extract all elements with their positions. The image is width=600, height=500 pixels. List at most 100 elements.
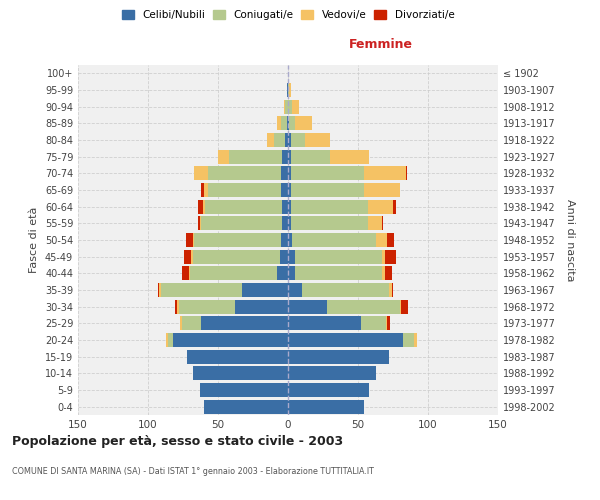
Bar xyxy=(388,316,390,330)
Bar xyxy=(292,100,299,114)
Bar xyxy=(281,183,288,197)
Bar xyxy=(161,283,242,297)
Bar xyxy=(242,283,288,297)
Bar xyxy=(288,233,292,247)
Bar xyxy=(330,150,369,164)
Bar xyxy=(292,233,376,247)
Bar xyxy=(364,183,400,197)
Bar xyxy=(382,250,385,264)
Bar xyxy=(288,250,295,264)
Bar xyxy=(194,233,281,247)
Bar xyxy=(288,266,295,280)
Bar xyxy=(288,100,292,114)
Bar xyxy=(288,366,376,380)
Bar xyxy=(414,333,417,347)
Legend: Celibi/Nubili, Coniugati/e, Vedovi/e, Divorziati/e: Celibi/Nubili, Coniugati/e, Vedovi/e, Di… xyxy=(122,10,454,20)
Bar xyxy=(285,100,288,114)
Bar xyxy=(291,166,364,180)
Bar xyxy=(199,216,200,230)
Bar xyxy=(204,183,208,197)
Bar xyxy=(205,200,283,214)
Bar xyxy=(392,283,393,297)
Bar xyxy=(193,233,194,247)
Bar xyxy=(288,166,291,180)
Bar xyxy=(229,150,283,164)
Bar xyxy=(173,333,288,347)
Bar xyxy=(274,133,285,147)
Bar xyxy=(288,316,361,330)
Y-axis label: Anni di nascita: Anni di nascita xyxy=(565,198,575,281)
Bar xyxy=(288,350,389,364)
Bar xyxy=(285,133,288,147)
Bar xyxy=(180,316,182,330)
Bar xyxy=(288,216,291,230)
Bar xyxy=(288,333,403,347)
Bar xyxy=(291,150,330,164)
Bar xyxy=(166,333,167,347)
Bar xyxy=(295,250,382,264)
Bar xyxy=(289,83,291,97)
Bar xyxy=(382,266,385,280)
Bar xyxy=(191,250,193,264)
Bar xyxy=(295,266,382,280)
Bar xyxy=(193,366,288,380)
Bar xyxy=(385,266,392,280)
Text: Femmine: Femmine xyxy=(349,38,412,51)
Bar xyxy=(200,216,201,230)
Bar xyxy=(194,166,208,180)
Bar xyxy=(401,300,409,314)
Bar xyxy=(280,250,288,264)
Bar xyxy=(386,316,388,330)
Bar xyxy=(288,83,289,97)
Bar xyxy=(368,200,393,214)
Bar xyxy=(295,116,312,130)
Bar xyxy=(305,133,330,147)
Bar xyxy=(187,350,288,364)
Bar xyxy=(288,300,327,314)
Bar xyxy=(281,166,288,180)
Bar xyxy=(368,216,382,230)
Bar xyxy=(400,300,401,314)
Bar xyxy=(288,383,369,397)
Bar xyxy=(288,116,289,130)
Bar xyxy=(178,300,179,314)
Bar xyxy=(403,333,414,347)
Bar xyxy=(364,166,406,180)
Bar xyxy=(393,200,396,214)
Bar xyxy=(267,133,274,147)
Bar xyxy=(188,266,190,280)
Bar xyxy=(201,183,204,197)
Bar xyxy=(201,316,288,330)
Bar xyxy=(200,383,288,397)
Bar xyxy=(199,200,203,214)
Bar xyxy=(208,183,281,197)
Bar xyxy=(186,233,193,247)
Bar xyxy=(281,233,288,247)
Bar xyxy=(208,166,281,180)
Bar xyxy=(289,116,295,130)
Bar xyxy=(327,300,400,314)
Bar xyxy=(193,250,280,264)
Bar xyxy=(288,183,291,197)
Bar xyxy=(277,266,288,280)
Bar xyxy=(288,133,291,147)
Bar xyxy=(167,333,173,347)
Bar xyxy=(288,150,291,164)
Bar xyxy=(182,266,188,280)
Bar xyxy=(184,250,191,264)
Bar xyxy=(158,283,159,297)
Bar xyxy=(388,233,394,247)
Bar xyxy=(287,116,288,130)
Bar xyxy=(288,283,302,297)
Bar xyxy=(361,316,386,330)
Bar xyxy=(182,316,201,330)
Bar xyxy=(287,83,288,97)
Bar xyxy=(389,283,392,297)
Bar xyxy=(288,200,291,214)
Text: Popolazione per età, sesso e stato civile - 2003: Popolazione per età, sesso e stato civil… xyxy=(12,435,343,448)
Bar xyxy=(291,216,368,230)
Bar xyxy=(175,300,178,314)
Bar xyxy=(284,100,285,114)
Bar xyxy=(190,266,277,280)
Bar xyxy=(302,283,389,297)
